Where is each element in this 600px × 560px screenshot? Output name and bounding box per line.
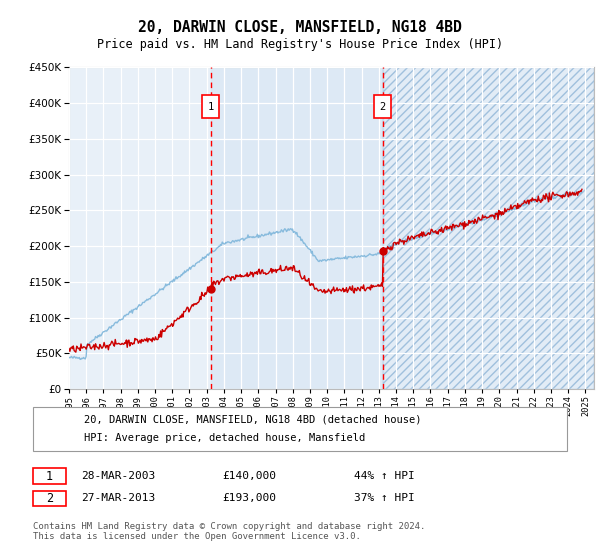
Text: 28-MAR-2003: 28-MAR-2003 [81,471,155,481]
Text: 44% ↑ HPI: 44% ↑ HPI [354,471,415,481]
Bar [211,67,383,389]
Text: 2: 2 [380,101,386,111]
Text: 20, DARWIN CLOSE, MANSFIELD, NG18 4BD: 20, DARWIN CLOSE, MANSFIELD, NG18 4BD [138,21,462,35]
Text: £140,000: £140,000 [222,471,276,481]
FancyBboxPatch shape [202,95,219,118]
Text: 1: 1 [46,469,53,483]
Text: Contains HM Land Registry data © Crown copyright and database right 2024.
This d: Contains HM Land Registry data © Crown c… [33,522,425,542]
FancyBboxPatch shape [374,95,391,118]
Text: 37% ↑ HPI: 37% ↑ HPI [354,493,415,503]
Text: 1: 1 [208,101,214,111]
Text: Price paid vs. HM Land Registry's House Price Index (HPI): Price paid vs. HM Land Registry's House … [97,38,503,52]
Bar [383,67,594,389]
Text: HPI: Average price, detached house, Mansfield: HPI: Average price, detached house, Mans… [84,433,365,444]
Text: £193,000: £193,000 [222,493,276,503]
Text: 27-MAR-2013: 27-MAR-2013 [81,493,155,503]
Text: 2: 2 [46,492,53,505]
Bar [383,67,594,389]
Text: 20, DARWIN CLOSE, MANSFIELD, NG18 4BD (detached house): 20, DARWIN CLOSE, MANSFIELD, NG18 4BD (d… [84,415,421,425]
